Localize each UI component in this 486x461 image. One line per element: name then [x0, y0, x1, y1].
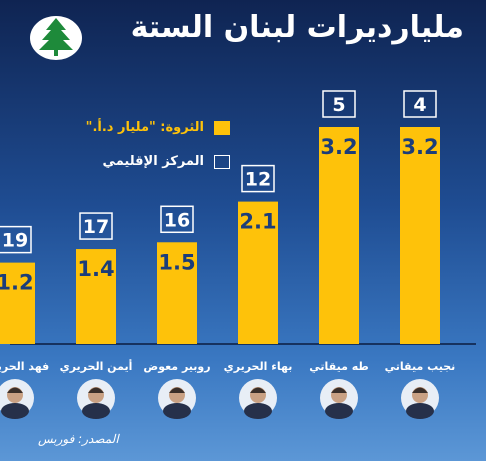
bar-value-label: 2.1	[239, 210, 276, 234]
avatar-body	[325, 403, 353, 419]
category-label: فهد الحريري	[0, 360, 49, 373]
rank-box	[403, 90, 437, 118]
legend-item-rank: المركز الإقليمي	[103, 154, 230, 169]
bar-value-label: 1.2	[0, 271, 34, 295]
avatar-hair	[169, 387, 185, 393]
rank-label: 4	[413, 94, 426, 116]
rank-label: 19	[2, 230, 28, 252]
category-label: بهاء الحريري	[224, 360, 293, 373]
category-label: نجيب ميقاتي	[385, 360, 456, 373]
rank-box	[241, 164, 275, 193]
bar-value-label: 3.2	[320, 135, 357, 159]
bar-value-label: 1.4	[77, 257, 114, 281]
legend-swatch-wealth	[214, 120, 230, 135]
legend-label-rank: المركز الإقليمي	[102, 154, 204, 169]
rank-label: 16	[164, 209, 190, 231]
avatar-hair	[331, 387, 347, 393]
bar-value-label: 1.5	[158, 250, 195, 274]
legend-item-wealth: الثروة: "مليار د.أ."	[86, 120, 230, 135]
avatar-body	[163, 403, 191, 419]
rank-label: 17	[83, 216, 109, 238]
bar	[76, 249, 116, 344]
avatar-body	[406, 403, 434, 419]
avatar-body	[1, 403, 29, 419]
source-note: المصدر: فوربس	[38, 432, 119, 446]
avatar-body	[244, 403, 272, 419]
category-label: أيمن الحريري	[60, 359, 133, 373]
avatar-hair	[250, 387, 266, 393]
bar	[0, 262, 35, 344]
rank-box	[160, 205, 194, 234]
bar	[157, 242, 197, 344]
rank-label: 12	[245, 169, 271, 191]
avatar-hair	[7, 387, 23, 393]
rank-box	[79, 212, 113, 240]
bar	[400, 127, 440, 344]
bar	[238, 201, 278, 344]
legend-label-wealth: الثروة: "مليار د.أ."	[85, 120, 204, 135]
bar-value-label: 3.2	[401, 135, 438, 159]
category-label: طه ميقاتي	[309, 360, 368, 373]
cedar-logo-icon	[30, 16, 82, 60]
category-label: روبير معوض	[143, 360, 210, 373]
legend-swatch-rank	[214, 154, 230, 169]
bar	[319, 127, 359, 344]
avatar-body	[82, 403, 110, 419]
rank-box	[0, 225, 32, 254]
rank-box	[322, 90, 356, 118]
avatar-hair	[412, 387, 428, 393]
rank-label: 5	[332, 94, 345, 116]
avatar-hair	[88, 387, 104, 393]
page-title: ملياردیرات لبنان الستة	[130, 10, 465, 45]
